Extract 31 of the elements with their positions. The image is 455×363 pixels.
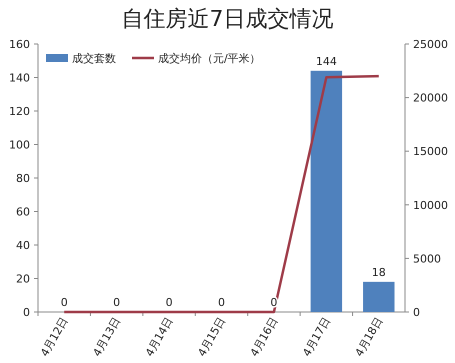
x-tick-label: 4月16日 [248, 315, 281, 359]
y-tick-label: 40 [16, 239, 30, 252]
y2-tick-label: 10000 [413, 198, 448, 212]
y2-tick-label: 25000 [413, 38, 448, 51]
x-tick-label: 4月18日 [352, 315, 386, 359]
data-label: 0 [60, 296, 68, 309]
y2-tick-label: 0 [413, 306, 420, 319]
x-tick-label: 4月15日 [195, 315, 228, 359]
x-tick-label: 4月17日 [300, 315, 333, 359]
y2-tick-label: 5000 [413, 252, 441, 266]
y2-tick-label: 20000 [413, 92, 448, 105]
y-tick-label: 20 [16, 272, 30, 286]
legend-label: 成交套数 [72, 52, 116, 65]
y-tick-label: 160 [9, 38, 30, 51]
x-tick-label: 4月13日 [90, 315, 124, 359]
data-label: 0 [166, 296, 173, 309]
y2-tick-label: 15000 [413, 145, 448, 158]
y-tick-label: 120 [9, 105, 30, 118]
data-label: 0 [113, 296, 120, 309]
x-tick-label: 4月12日 [38, 315, 71, 359]
legend-label: 成交均价（元/平米） [158, 52, 261, 65]
data-label: 0 [218, 296, 225, 309]
y-tick-label: 140 [9, 72, 30, 84]
x-tick-label: 4月14日 [142, 315, 176, 359]
y-tick-label: 80 [16, 172, 30, 185]
y-tick-label: 60 [16, 206, 30, 218]
y-tick-label: 100 [9, 138, 30, 152]
data-label: 18 [372, 266, 386, 279]
chart-title: 自住房近7日成交情况 [122, 7, 334, 32]
data-label: 144 [316, 54, 337, 68]
y-tick-label: 0 [23, 306, 30, 319]
